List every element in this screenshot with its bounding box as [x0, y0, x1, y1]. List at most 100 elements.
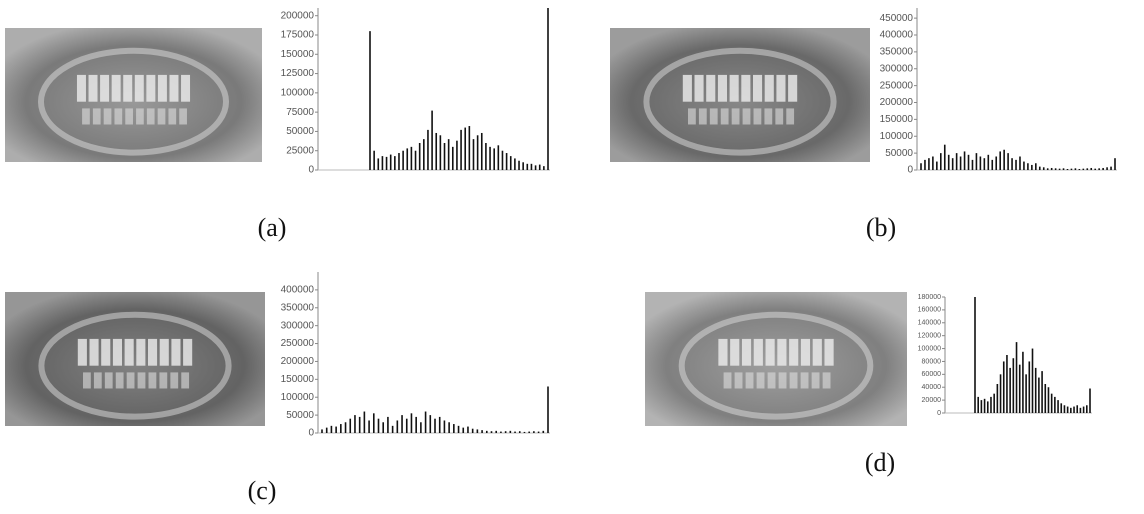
bar — [411, 147, 413, 170]
bar — [502, 151, 504, 170]
bar — [510, 156, 512, 170]
bar — [1098, 168, 1100, 170]
tooth — [732, 108, 740, 124]
bar — [485, 143, 487, 170]
y-tick-label: 0 — [937, 410, 941, 417]
y-tick-label: 150000 — [281, 374, 315, 385]
tooth — [753, 75, 762, 102]
bar — [1019, 157, 1021, 171]
bar — [991, 160, 993, 170]
y-tick-label: 250000 — [880, 80, 914, 91]
y-tick-label: 100000 — [918, 345, 941, 352]
tooth — [104, 108, 112, 124]
y-tick-label: 150000 — [880, 114, 914, 125]
bar — [987, 401, 989, 413]
bar — [444, 420, 446, 433]
tooth — [138, 372, 146, 388]
tooth — [127, 372, 135, 388]
bar — [1023, 162, 1025, 170]
bar — [514, 432, 516, 433]
bar — [977, 397, 979, 413]
tooth — [777, 339, 786, 366]
bar — [944, 145, 946, 170]
bar — [394, 156, 396, 170]
bar — [1073, 407, 1075, 413]
tooth — [757, 372, 765, 388]
bar — [984, 158, 986, 170]
panel-label: (c) — [248, 476, 277, 505]
tooth — [765, 75, 774, 102]
tooth — [801, 372, 809, 388]
figure: (a) (b) (c) (d) 025000500007500010000012… — [0, 0, 1144, 509]
bar — [535, 165, 537, 170]
bar — [1007, 153, 1009, 170]
tooth — [699, 108, 707, 124]
y-tick-label: 0 — [308, 165, 314, 176]
y-tick-label: 150000 — [281, 49, 315, 60]
bar — [547, 386, 549, 433]
bar — [415, 417, 417, 433]
bar — [952, 158, 954, 170]
bar — [920, 163, 922, 170]
bar — [331, 426, 333, 433]
tooth — [146, 75, 155, 102]
bar — [1106, 167, 1108, 170]
tooth — [706, 75, 715, 102]
bar — [1083, 169, 1085, 170]
tooth — [730, 75, 739, 102]
bar — [1114, 158, 1116, 170]
bar — [373, 413, 375, 433]
bar — [406, 148, 408, 170]
bar — [518, 161, 520, 170]
bar — [460, 130, 462, 170]
tooth — [718, 75, 727, 102]
bar — [1067, 169, 1069, 170]
y-tick-label: 50000 — [286, 410, 314, 421]
y-tick-label: 200000 — [880, 97, 914, 108]
y-tick-label: 450000 — [880, 13, 914, 24]
tooth — [735, 372, 743, 388]
bar — [1094, 169, 1096, 170]
bar — [1013, 358, 1015, 413]
bar — [434, 419, 436, 433]
y-tick-label: 75000 — [286, 107, 314, 118]
bar — [995, 157, 997, 171]
bar — [990, 397, 992, 413]
panel-label: (a) — [258, 213, 287, 242]
bar — [462, 428, 464, 433]
y-tick-label: 300000 — [880, 63, 914, 74]
y-tick-label: 100000 — [880, 131, 914, 142]
bar — [429, 415, 431, 433]
tooth — [695, 75, 704, 102]
bar — [1083, 407, 1085, 413]
bar — [1032, 349, 1034, 413]
bar — [448, 422, 450, 433]
bar — [538, 432, 540, 433]
bar — [398, 153, 400, 170]
bar — [519, 431, 521, 433]
bar — [533, 431, 535, 433]
tooth — [113, 339, 122, 366]
bar — [1089, 389, 1091, 413]
bar — [539, 165, 541, 170]
tooth — [688, 108, 696, 124]
tooth — [183, 339, 192, 366]
tooth — [125, 108, 133, 124]
tooth — [801, 339, 810, 366]
tooth — [170, 372, 178, 388]
tooth — [718, 339, 727, 366]
bar — [390, 155, 392, 170]
bar — [1086, 405, 1088, 413]
bar — [495, 431, 497, 433]
y-tick-label: 350000 — [281, 302, 315, 313]
bar — [1039, 167, 1041, 170]
tooth — [181, 75, 190, 102]
tooth — [112, 75, 121, 102]
bar — [505, 431, 507, 433]
y-tick-label: 160000 — [918, 307, 941, 314]
bar — [1057, 400, 1059, 413]
bar — [1054, 397, 1056, 413]
bar — [321, 429, 323, 433]
bar — [1006, 355, 1008, 413]
tooth — [764, 108, 772, 124]
